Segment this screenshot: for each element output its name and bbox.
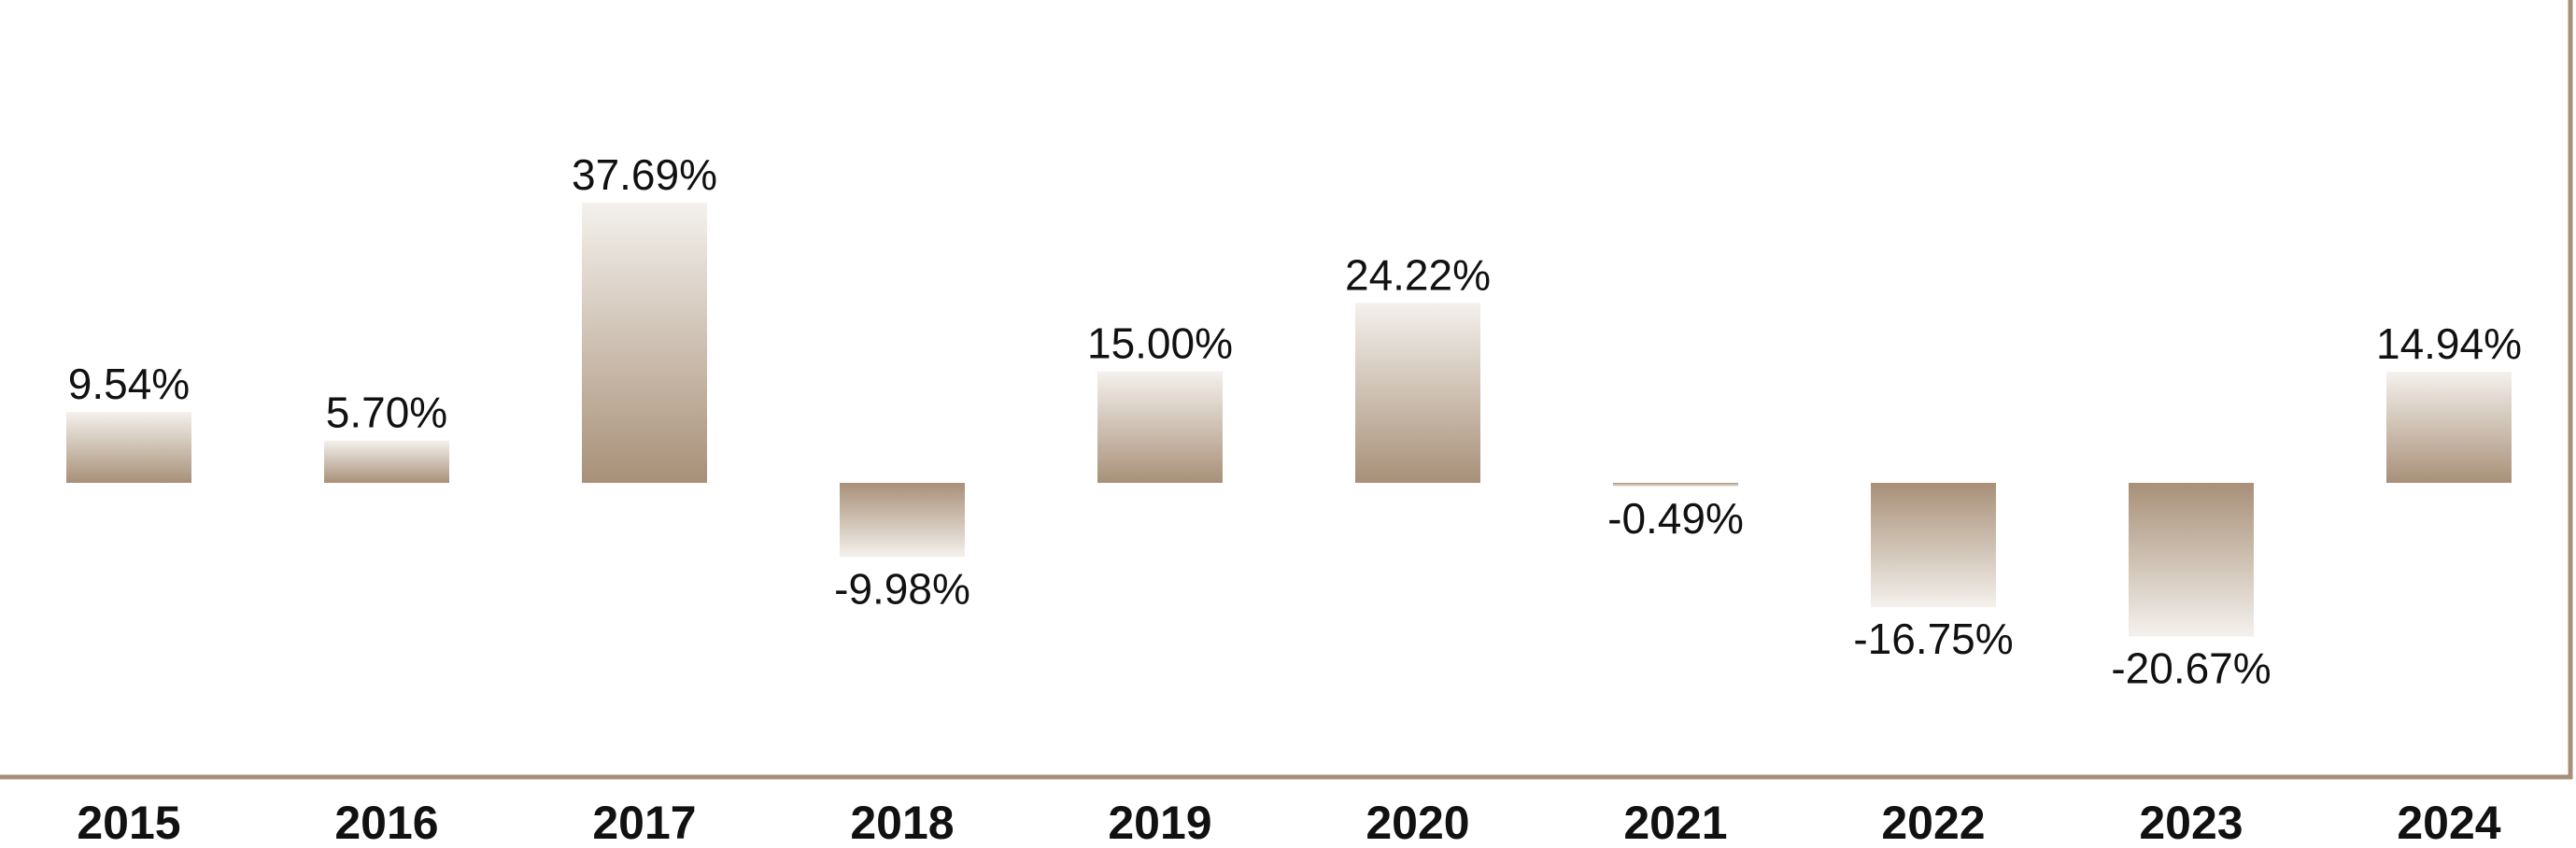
bar-2021 [1613,483,1738,488]
category-labels-layer: 2015 2016 2017 2018 2019 2020 2021 2022 2023 2024 [77,797,2500,848]
category-label-2022: 2022 [1881,797,1985,848]
category-label-2019: 2019 [1108,797,1211,848]
value-label-2018: -9.98% [834,564,970,613]
bar-2018 [840,483,965,558]
category-label-2021: 2021 [1623,797,1727,848]
value-labels-layer: 9.54% 5.70% 37.69% -9.98% 15.00% 24.22% -0.49%… [68,150,2522,692]
category-label-2016: 2016 [334,797,438,848]
bar-2024 [2386,372,2512,484]
category-label-2023: 2023 [2139,797,2243,848]
axis-layer [0,0,2573,780]
value-label-2020: 24.22% [1345,250,1491,299]
value-label-2023: -20.67% [2111,643,2271,692]
value-label-2024: 14.94% [2376,319,2522,368]
bar-2022 [1871,483,1996,608]
category-label-2018: 2018 [850,797,954,848]
category-label-2015: 2015 [77,797,180,848]
bar-2016 [324,440,449,484]
category-label-2017: 2017 [592,797,696,848]
category-label-2024: 2024 [2397,797,2500,848]
value-label-2016: 5.70% [326,389,447,437]
bar-2020 [1355,303,1480,484]
bar-2017 [582,203,707,484]
bar-2019 [1097,371,1223,484]
value-label-2019: 15.00% [1087,319,1233,368]
value-label-2021: -0.49% [1607,494,1744,543]
value-label-2017: 37.69% [572,150,717,199]
value-label-2022: -16.75% [1853,615,2013,663]
bar-2023 [2129,483,2254,637]
bars-layer [66,203,2512,637]
bar-2015 [66,412,191,484]
value-label-2015: 9.54% [68,360,190,408]
category-label-2020: 2020 [1366,797,1469,848]
